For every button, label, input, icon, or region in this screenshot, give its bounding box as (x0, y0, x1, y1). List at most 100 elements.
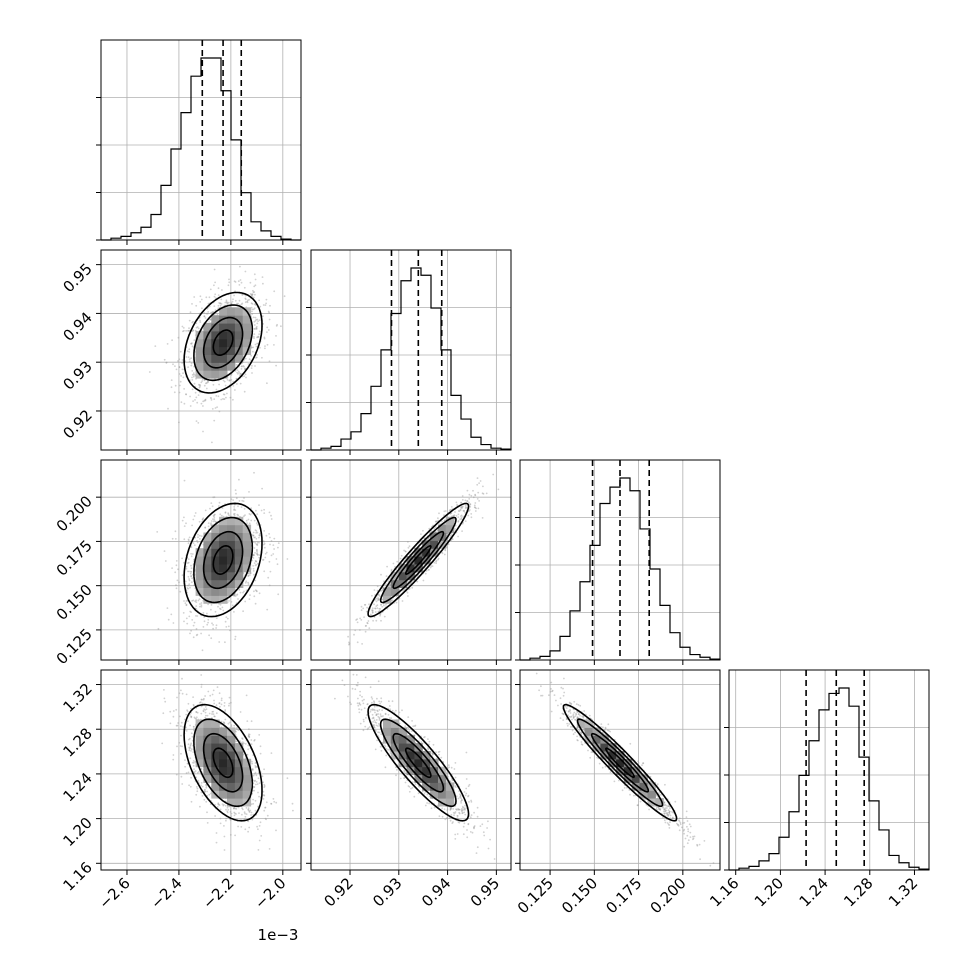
scatter-point (230, 498, 233, 501)
scatter-point (148, 371, 151, 373)
scatter-point (187, 539, 190, 542)
scatter-point (238, 372, 241, 374)
scatter-point (199, 534, 201, 537)
scatter-point (435, 562, 437, 564)
scatter-point (283, 295, 286, 298)
contour-line (212, 329, 234, 356)
scatter-point (156, 531, 159, 533)
scatter-point (244, 815, 247, 818)
scatter-point (191, 735, 194, 738)
scatter-point (258, 333, 260, 336)
scatter-point (190, 357, 193, 359)
density-shading (195, 307, 252, 379)
scatter-point (474, 493, 476, 496)
scatter-point (202, 405, 204, 407)
scatter-point (254, 602, 257, 605)
scatter-point (256, 318, 259, 321)
scatter-point (217, 294, 220, 296)
scatter-point (182, 612, 185, 614)
scatter-point (172, 622, 175, 624)
scatter-point (253, 273, 256, 276)
scatter-point (247, 748, 250, 751)
scatter-point (228, 278, 230, 281)
scatter-point (380, 573, 382, 576)
scatter-point (253, 595, 256, 598)
scatter-point (253, 291, 256, 293)
scatter-point (240, 826, 243, 828)
scatter-point (205, 382, 208, 384)
scatter-point (258, 504, 260, 506)
scatter-point (204, 526, 207, 529)
scatter-point (263, 337, 266, 340)
scatter-point (454, 528, 456, 530)
scatter-point (163, 550, 166, 552)
scatter-point (249, 293, 252, 295)
scatter-point (235, 377, 238, 380)
scatter-point (181, 574, 184, 577)
scatter-point (196, 326, 199, 328)
scatter-point (269, 536, 271, 539)
scatter-point (218, 410, 221, 413)
scatter-point (196, 541, 199, 544)
scatter-point (225, 616, 228, 618)
scatter-point (185, 603, 188, 606)
scatter-point (247, 575, 250, 577)
scatter-point (476, 498, 479, 500)
scatter-point (257, 828, 259, 831)
scatter-point (239, 372, 242, 375)
scatter-point (230, 302, 233, 305)
scatter-point (248, 598, 251, 600)
scatter-point (276, 323, 278, 326)
data-layer (101, 40, 930, 871)
scatter-point (171, 537, 174, 540)
scatter-point (180, 734, 182, 737)
scatter-point (250, 354, 253, 357)
scatter-point (219, 603, 222, 606)
scatter-point (460, 516, 463, 519)
scatter-point (461, 499, 464, 501)
scatter-point (198, 598, 201, 600)
scatter-point (254, 552, 256, 554)
scatter-point (240, 365, 243, 368)
scatter-point (256, 336, 258, 339)
scatter-point (189, 570, 192, 573)
scatter-point (222, 609, 225, 612)
scatter-point (205, 382, 207, 385)
scatter-point (363, 604, 366, 606)
scatter-point (181, 359, 184, 361)
scatter-point (255, 327, 258, 330)
density-cell (234, 307, 244, 316)
scatter-point (256, 354, 258, 356)
scatter-point (178, 358, 181, 361)
scatter-point (256, 590, 258, 593)
scatter-point (371, 609, 374, 612)
scatter-point (478, 500, 480, 502)
scatter-point (195, 304, 198, 307)
scatter-point (228, 379, 231, 381)
scatter-point (212, 311, 215, 313)
panel-1-1 (311, 250, 512, 451)
scatter-point (254, 809, 257, 812)
scatter-point (241, 808, 244, 811)
scatter-point (199, 605, 201, 608)
scatter-point (267, 329, 270, 331)
scatter-point (215, 624, 218, 627)
scatter-point (163, 358, 166, 361)
scatter-point (263, 508, 265, 511)
scatter-point (262, 304, 265, 306)
scatter-point (201, 649, 204, 652)
scatter-point (226, 392, 228, 395)
scatter-point (203, 798, 206, 801)
scatter-point (208, 321, 211, 323)
scatter-point (203, 616, 206, 618)
scatter-point (237, 370, 240, 373)
scatter-point (256, 336, 259, 339)
scatter-point (256, 541, 259, 544)
scatter-point (192, 329, 195, 332)
scatter-point (252, 554, 255, 557)
scatter-point (207, 525, 210, 528)
scatter-point (203, 315, 206, 318)
density-cell (227, 354, 236, 363)
density-cell (227, 540, 236, 549)
scatter-point (188, 583, 191, 586)
